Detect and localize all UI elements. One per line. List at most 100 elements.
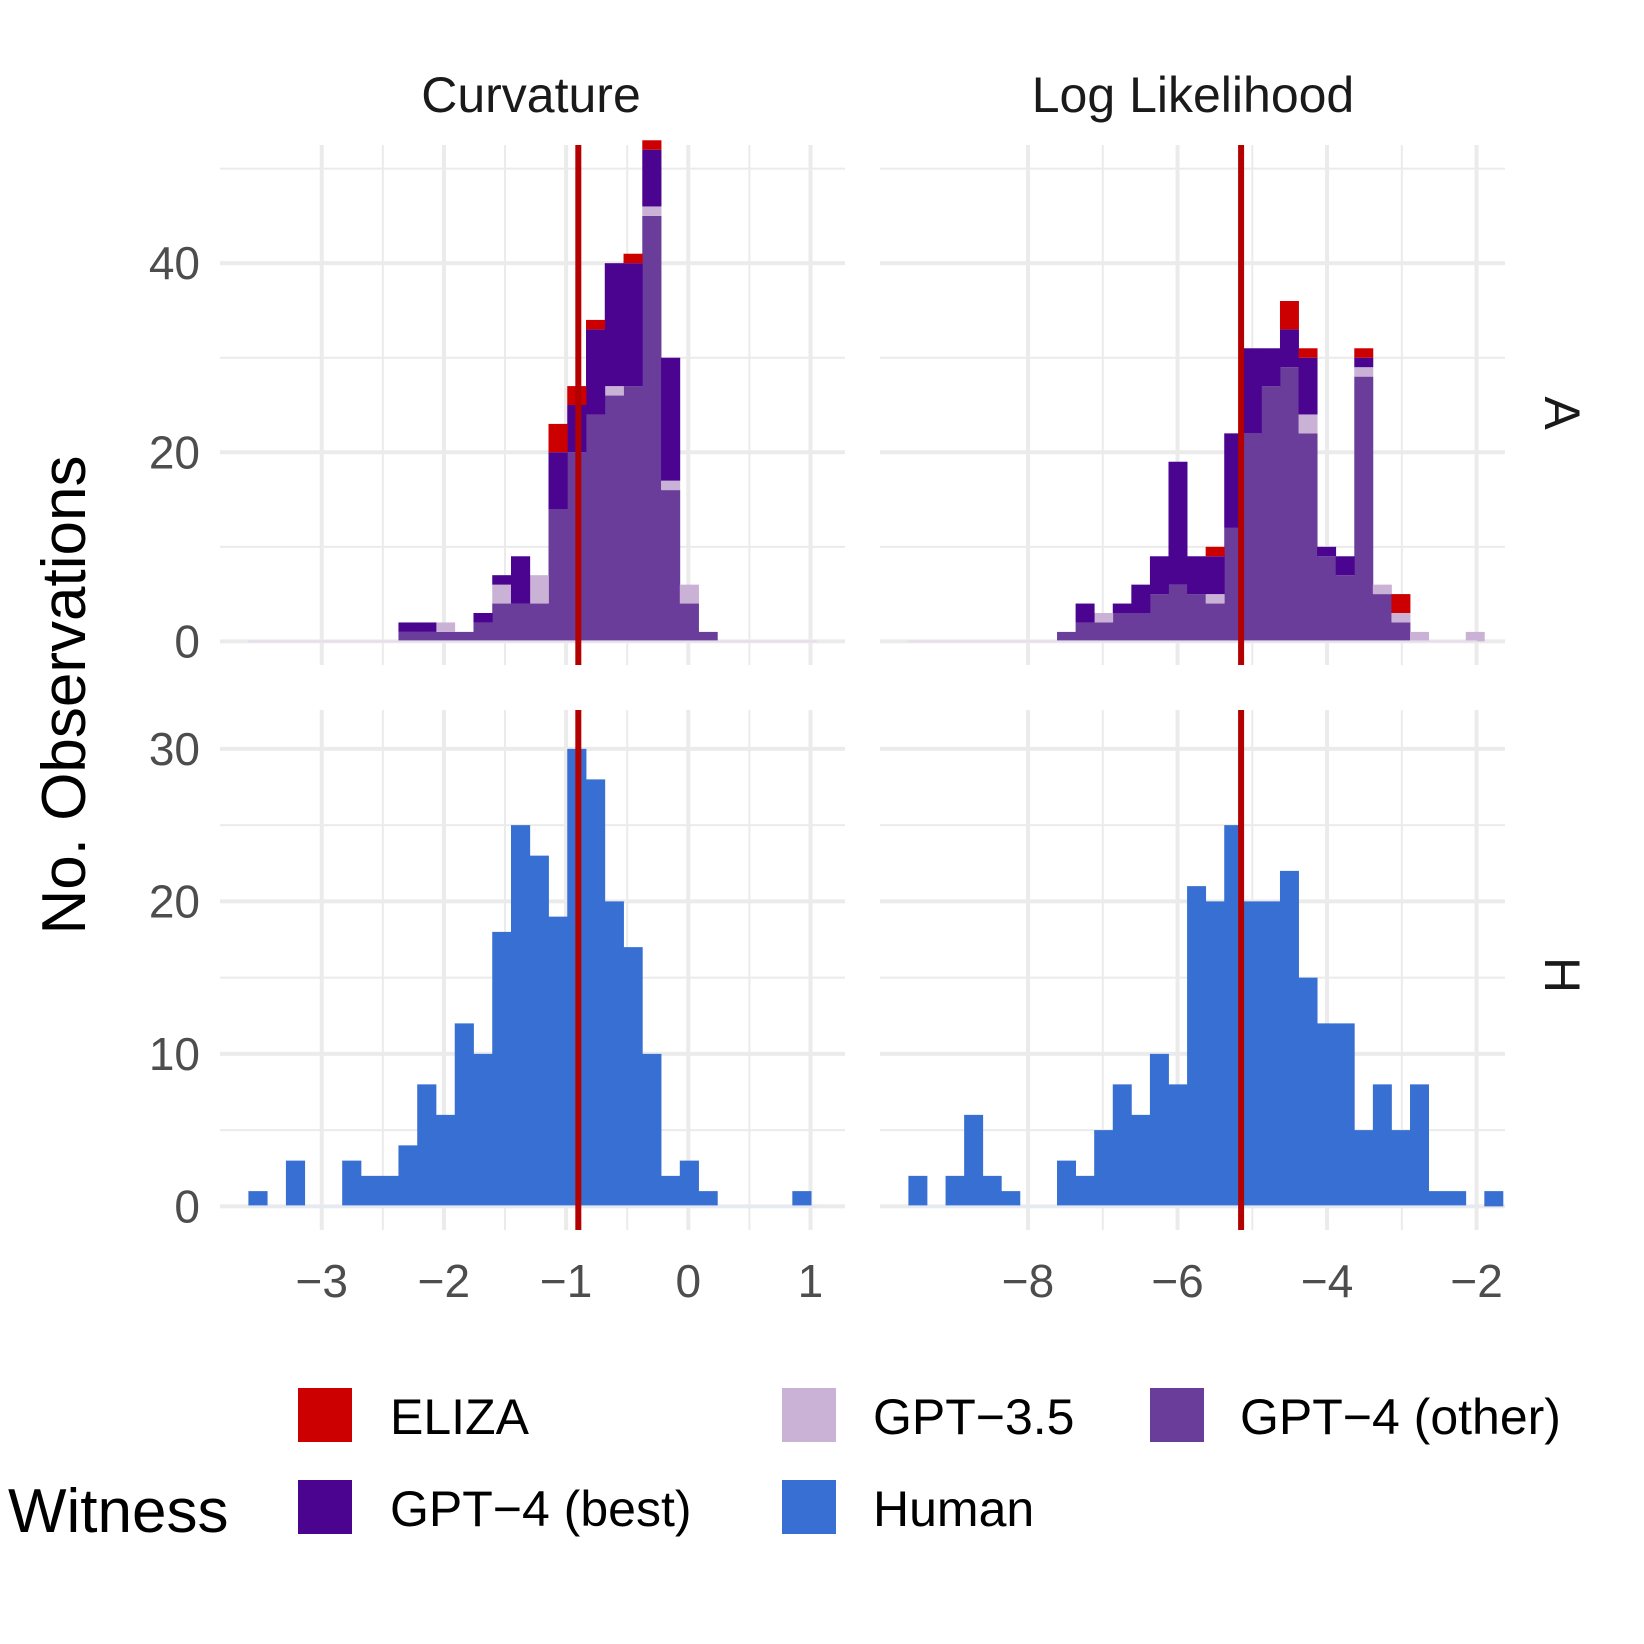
- bar-human: [661, 1175, 681, 1207]
- bar-gpt-4-other: [548, 509, 568, 642]
- bar-human: [642, 1053, 662, 1207]
- panel-h-curvature: 0 10 20 30 −3 −2 −1 0 1: [149, 710, 845, 1307]
- bar-gpt-3-5: [1298, 414, 1318, 434]
- panel-a-log-likelihood: [880, 145, 1505, 665]
- bar-human: [1149, 1053, 1169, 1207]
- bar-gpt-3-5: [661, 480, 681, 491]
- bar-gpt-4-other: [1075, 622, 1095, 642]
- bar-human: [473, 1053, 493, 1207]
- bar-gpt-4-best: [1354, 357, 1374, 368]
- bar-human: [435, 1114, 456, 1207]
- bar-gpt-4-other: [586, 414, 606, 642]
- bar-human: [1075, 1175, 1095, 1207]
- bar-eliza: [1298, 348, 1318, 358]
- bar-human: [360, 1175, 381, 1207]
- bar-human: [1354, 1130, 1374, 1207]
- bar-gpt-3-5: [529, 575, 549, 604]
- bar-eliza: [586, 319, 606, 330]
- bar-eliza: [623, 253, 643, 264]
- bar-human: [342, 1160, 362, 1207]
- bar-gpt-4-other: [435, 631, 456, 642]
- bar-gpt-3-5: [1372, 584, 1392, 595]
- bar-gpt-4-best: [510, 556, 531, 604]
- bar-human: [945, 1175, 965, 1207]
- bar-human: [698, 1191, 718, 1207]
- bar-gpt-3-5: [604, 386, 624, 396]
- bar-human: [1168, 1084, 1188, 1207]
- y-tick-label: 20: [149, 875, 200, 927]
- bar-gpt-4-best: [623, 263, 643, 387]
- bar-human: [1410, 1084, 1429, 1207]
- bar-human: [1187, 886, 1207, 1207]
- bar-human: [1242, 901, 1262, 1207]
- legend-label-eliza: ELIZA: [390, 1389, 530, 1445]
- bar-human: [454, 1023, 474, 1207]
- bar-human: [1391, 1130, 1411, 1207]
- bar-human: [379, 1175, 399, 1207]
- x-tick-label: −3: [295, 1255, 347, 1307]
- bar-human: [792, 1191, 812, 1207]
- bar-human: [1131, 1114, 1151, 1207]
- bars: [908, 301, 1485, 643]
- bar-gpt-4-other: [698, 631, 718, 642]
- bar-eliza: [1391, 594, 1411, 613]
- bar-gpt-4-other: [1317, 556, 1337, 642]
- bar-human: [982, 1175, 1002, 1207]
- bar-gpt-4-best: [661, 357, 681, 481]
- panel-h-log-likelihood: −8 −6 −4 −2: [880, 710, 1505, 1307]
- bar-gpt-4-other: [1242, 433, 1262, 642]
- bar-human: [1205, 901, 1225, 1207]
- bar-gpt-3-5: [1410, 631, 1429, 642]
- bar-gpt-4-best: [1298, 357, 1318, 415]
- bar-eliza: [642, 140, 662, 150]
- bar-gpt-4-other: [1094, 622, 1114, 642]
- bar-human: [1112, 1084, 1132, 1207]
- bar-gpt-4-best: [398, 622, 418, 632]
- bar-gpt-4-other: [417, 631, 437, 642]
- strip-label-row-a: A: [1534, 396, 1590, 430]
- bar-gpt-4-other: [473, 622, 493, 642]
- bar-human: [908, 1175, 928, 1207]
- bar-gpt-4-other: [1168, 584, 1188, 642]
- bar-human: [529, 855, 549, 1207]
- strip-label-row-h: H: [1534, 957, 1590, 993]
- bar-gpt-4-best: [1131, 584, 1151, 613]
- bar-gpt-4-best: [642, 149, 662, 207]
- bar-human: [398, 1145, 418, 1207]
- bar-human: [285, 1160, 306, 1207]
- bar-gpt-3-5: [492, 584, 512, 604]
- strip-label-curvature: Curvature: [421, 67, 641, 123]
- bar-human: [510, 825, 531, 1207]
- legend-swatch-gpt35: [782, 1388, 836, 1442]
- bar-human: [492, 931, 512, 1207]
- bar-gpt-3-5: [679, 584, 699, 604]
- bar-gpt-3-5: [1391, 613, 1411, 623]
- bar-gpt-4-other: [623, 386, 643, 642]
- bar-human: [964, 1114, 984, 1207]
- legend-swatch-gpt4-best: [298, 1480, 352, 1534]
- x-tick-label: −8: [1002, 1255, 1054, 1307]
- x-tick-label: 1: [798, 1255, 824, 1307]
- bar-gpt-4-other: [604, 395, 624, 642]
- x-tick-label: −4: [1301, 1255, 1353, 1307]
- bar-gpt-4-other: [1149, 594, 1169, 642]
- legend-swatch-eliza: [298, 1388, 352, 1442]
- bar-eliza: [1205, 546, 1225, 557]
- bar-gpt-4-best: [1261, 348, 1281, 387]
- bar-gpt-4-best: [586, 329, 606, 415]
- bar-gpt-4-other: [1261, 386, 1281, 642]
- bar-gpt-4-other: [1335, 575, 1355, 642]
- bar-human: [1317, 1023, 1337, 1207]
- bar-gpt-4-best: [1112, 603, 1132, 613]
- bar-gpt-4-best: [604, 263, 624, 387]
- x-tick-label: −6: [1151, 1255, 1203, 1307]
- bar-gpt-4-best: [492, 575, 512, 585]
- bar-gpt-4-best: [1205, 556, 1225, 595]
- bar-human: [1335, 1023, 1355, 1207]
- bar-human: [1001, 1191, 1021, 1207]
- bar-gpt-4-other: [1298, 433, 1318, 642]
- bar-gpt-3-5: [435, 622, 456, 632]
- bar-gpt-4-best: [1187, 556, 1207, 595]
- x-tick-label: −2: [418, 1255, 470, 1307]
